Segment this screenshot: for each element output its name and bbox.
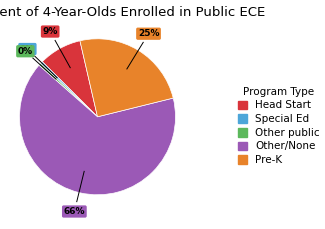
Text: 25%: 25%: [138, 29, 159, 38]
Wedge shape: [20, 65, 176, 195]
Wedge shape: [39, 63, 98, 117]
Text: 66%: 66%: [64, 207, 85, 216]
Wedge shape: [80, 39, 173, 117]
Wedge shape: [42, 41, 98, 117]
Text: 0%: 0%: [20, 44, 35, 54]
Legend: Head Start, Special Ed, Other public, Other/None, Pre-K: Head Start, Special Ed, Other public, Ot…: [234, 84, 323, 168]
Wedge shape: [41, 62, 98, 117]
Text: 0%: 0%: [18, 47, 33, 56]
Text: Percent of 4-Year-Olds Enrolled in Public ECE: Percent of 4-Year-Olds Enrolled in Publi…: [0, 6, 265, 19]
Text: 9%: 9%: [43, 27, 58, 36]
